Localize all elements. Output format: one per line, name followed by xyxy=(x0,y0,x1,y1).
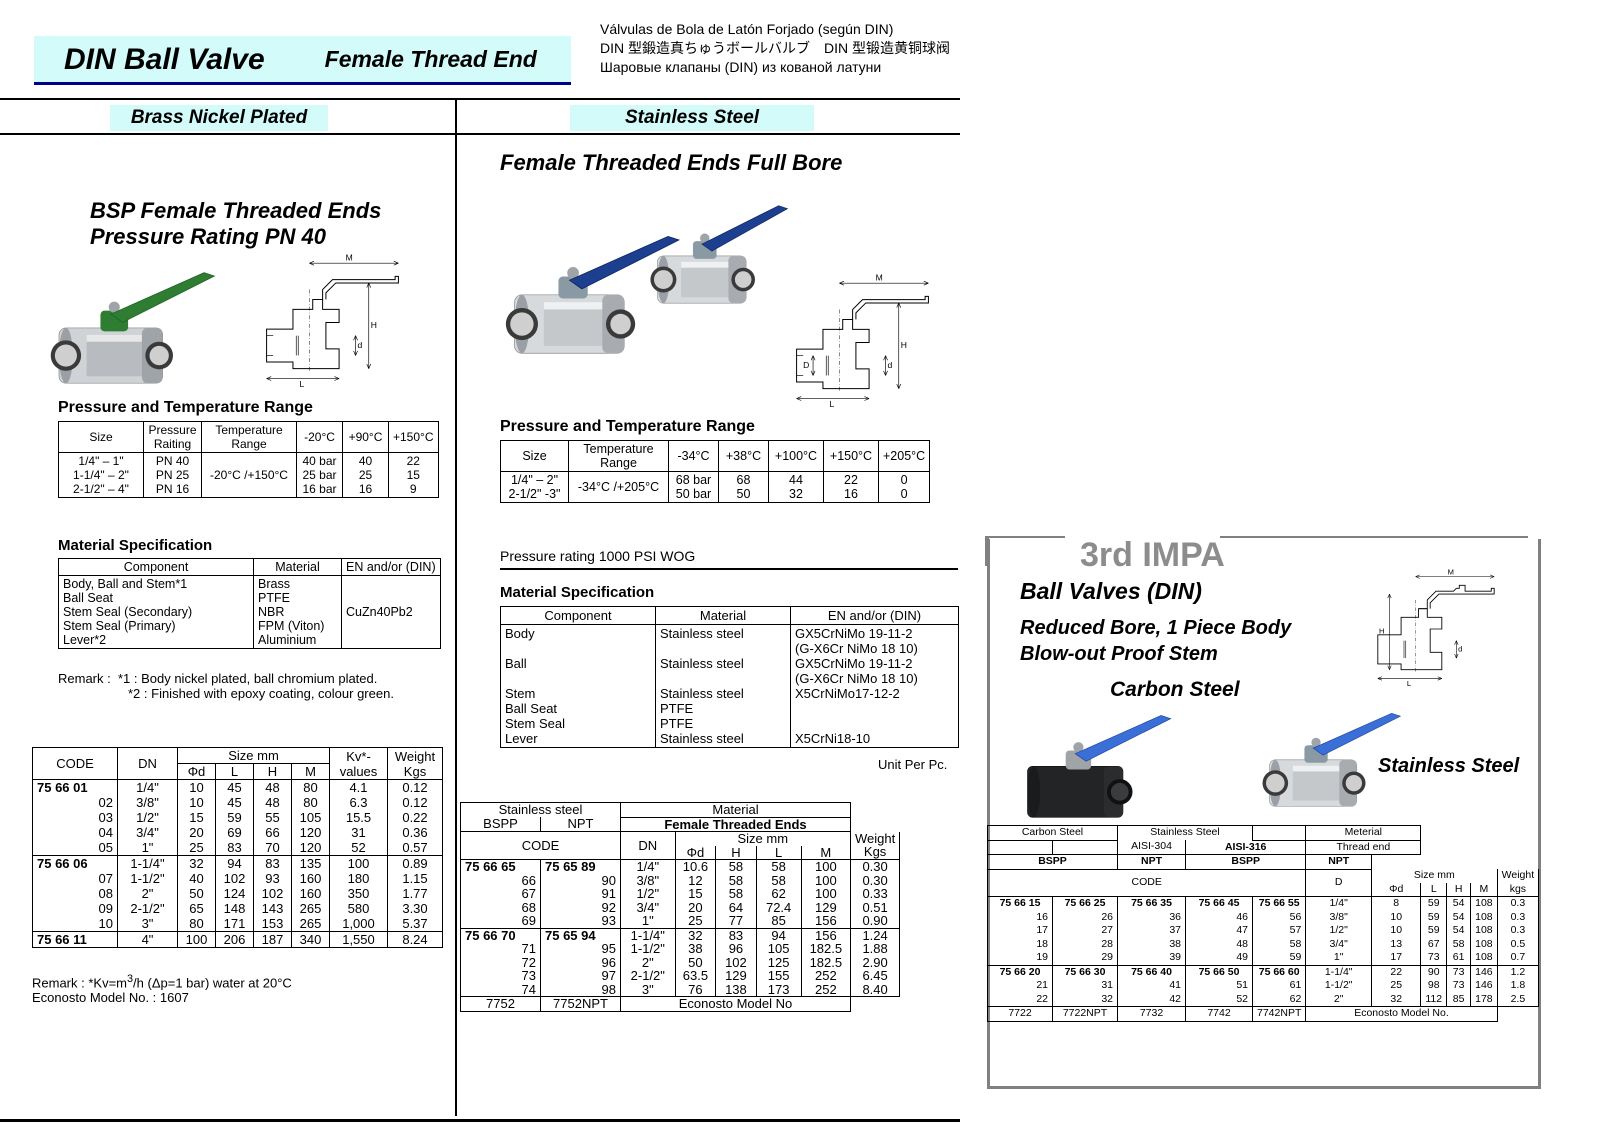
svg-text:D: D xyxy=(803,360,809,370)
svg-text:H: H xyxy=(901,340,907,350)
svg-text:M: M xyxy=(346,253,353,263)
svg-text:L: L xyxy=(1407,679,1411,688)
svg-text:3rd IMPA: 3rd IMPA xyxy=(1080,536,1225,574)
svg-text:d: d xyxy=(888,360,893,370)
svg-text:H: H xyxy=(1379,627,1384,636)
svg-text:d: d xyxy=(1458,645,1462,654)
svg-text:L: L xyxy=(300,379,305,389)
svg-text:M: M xyxy=(876,273,883,283)
svg-text:d: d xyxy=(358,340,363,350)
svg-text:H: H xyxy=(371,320,377,330)
svg-text:M: M xyxy=(1448,567,1454,576)
svg-text:L: L xyxy=(830,399,835,409)
